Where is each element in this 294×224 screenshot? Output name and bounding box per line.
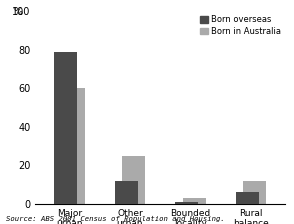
Bar <box>115 181 138 204</box>
Bar <box>122 156 146 204</box>
Bar <box>183 198 206 204</box>
Bar <box>54 52 77 204</box>
Text: Source: ABS 2001 Census of Population and Housing.: Source: ABS 2001 Census of Population an… <box>6 216 225 222</box>
Y-axis label: %: % <box>13 7 22 17</box>
Legend: Born overseas, Born in Australia: Born overseas, Born in Australia <box>200 15 281 36</box>
Bar <box>243 181 266 204</box>
Bar <box>62 88 85 204</box>
Bar <box>175 202 198 204</box>
Bar <box>235 192 258 204</box>
